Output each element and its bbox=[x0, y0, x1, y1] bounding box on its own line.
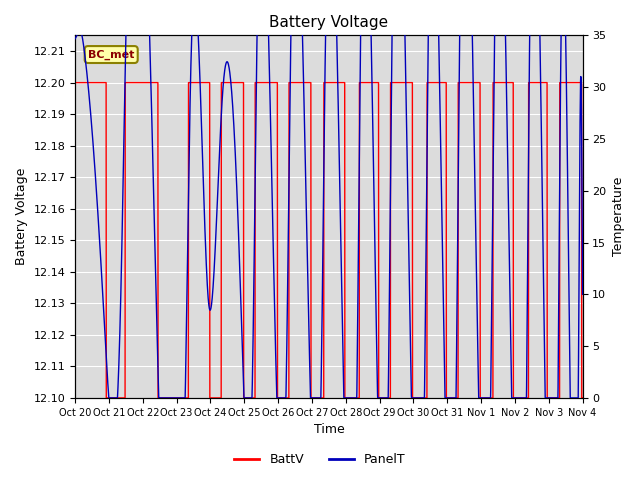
Legend: BattV, PanelT: BattV, PanelT bbox=[229, 448, 411, 471]
Title: Battery Voltage: Battery Voltage bbox=[269, 15, 388, 30]
Y-axis label: Battery Voltage: Battery Voltage bbox=[15, 168, 28, 265]
Text: BC_met: BC_met bbox=[88, 49, 134, 60]
Y-axis label: Temperature: Temperature bbox=[612, 177, 625, 256]
X-axis label: Time: Time bbox=[314, 423, 344, 436]
